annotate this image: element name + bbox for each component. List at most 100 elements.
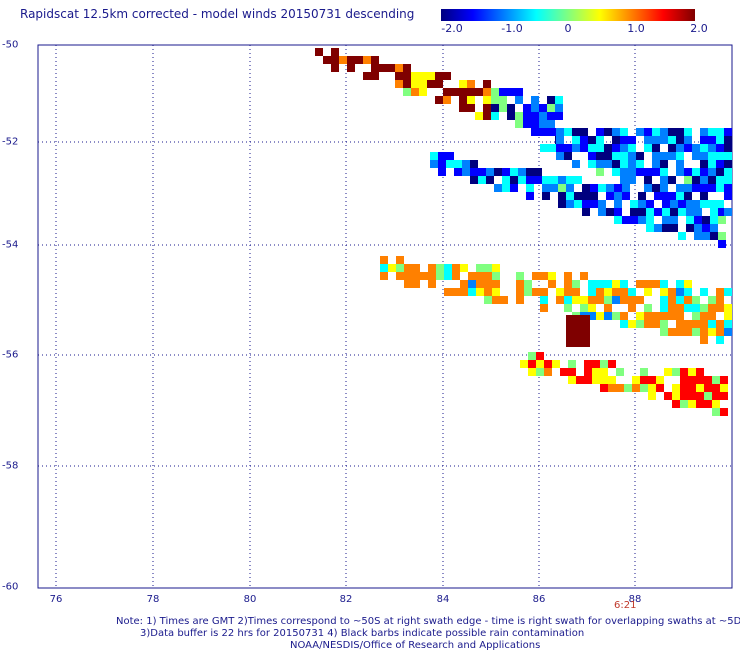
swath-cell	[459, 80, 467, 88]
swath-cell	[644, 320, 652, 328]
swath-cell	[716, 136, 724, 144]
swath-cell	[660, 160, 668, 168]
swath-cell	[380, 272, 388, 280]
swath-cell	[564, 288, 572, 296]
swath-cell	[652, 128, 660, 136]
swath-cell	[648, 376, 656, 384]
swath-cell	[692, 328, 700, 336]
swath-cell	[574, 192, 582, 200]
swath-cell	[668, 328, 676, 336]
swath-cell	[516, 288, 524, 296]
swath-cell	[676, 328, 684, 336]
swath-cell	[403, 88, 411, 96]
swath-cell	[596, 288, 604, 296]
swath-cell	[708, 144, 716, 152]
swath-cell	[644, 136, 652, 144]
swath-cell	[712, 384, 720, 392]
swath-cell	[612, 152, 620, 160]
swath-cell	[470, 176, 478, 184]
swath-cell	[547, 104, 555, 112]
swath-cell	[547, 96, 555, 104]
swath-cell	[660, 176, 668, 184]
swath-cell	[331, 48, 339, 56]
swath-cell	[688, 400, 696, 408]
swath-cell	[676, 184, 684, 192]
swath-cell	[515, 112, 523, 120]
note-line-3: NOAA/NESDIS/Office of Research and Appli…	[290, 640, 541, 651]
swath-cell	[716, 152, 724, 160]
swath-cell	[676, 192, 684, 200]
swath-cell	[438, 152, 446, 160]
swath-cell	[419, 72, 427, 80]
swath-cell	[568, 376, 576, 384]
swath-cell	[499, 96, 507, 104]
swath-cell	[572, 160, 580, 168]
swath-cell	[680, 368, 688, 376]
swath-cell	[628, 160, 636, 168]
swath-cell	[476, 288, 484, 296]
swath-cell	[515, 96, 523, 104]
swath-cell	[652, 152, 660, 160]
swath-cell	[459, 88, 467, 96]
swath-cell	[692, 320, 700, 328]
swath-cell	[436, 272, 444, 280]
swath-cell	[566, 176, 574, 184]
swath-cell	[628, 152, 636, 160]
swath-cell	[590, 200, 598, 208]
swath-cell	[492, 280, 500, 288]
swath-cell	[588, 304, 596, 312]
x-axis-label-86: 86	[532, 594, 546, 605]
swath-cell	[684, 328, 692, 336]
swath-cell	[654, 192, 662, 200]
swath-cell	[724, 328, 732, 336]
swath-cell	[411, 72, 419, 80]
swath-cell	[708, 128, 716, 136]
swath-cell	[564, 296, 572, 304]
swath-cell	[507, 104, 515, 112]
swath-cell	[686, 216, 694, 224]
swath-cell	[430, 152, 438, 160]
swath-cell	[507, 88, 515, 96]
swath-cell	[564, 128, 572, 136]
swath-cell	[696, 384, 704, 392]
swath-cell	[644, 184, 652, 192]
swath-cell	[331, 56, 339, 64]
swath-cell	[716, 296, 724, 304]
swath-cell	[628, 136, 636, 144]
swath-cell	[427, 80, 435, 88]
swath-cell	[574, 339, 582, 347]
swath-cell	[363, 72, 371, 80]
swath-cell	[483, 112, 491, 120]
swath-cell	[500, 296, 508, 304]
swath-cell	[568, 368, 576, 376]
swath-cell	[620, 128, 628, 136]
swath-cell	[547, 112, 555, 120]
swath-cell	[656, 384, 664, 392]
swath-cell	[724, 152, 732, 160]
swath-cell	[620, 144, 628, 152]
swath-cell	[716, 336, 724, 344]
swath-cell	[420, 272, 428, 280]
swath-cell	[539, 120, 547, 128]
swath-cell	[720, 392, 728, 400]
swath-cell	[640, 376, 648, 384]
swath-cell	[604, 288, 612, 296]
swath-cell	[468, 280, 476, 288]
swath-cell	[452, 264, 460, 272]
swath-cell	[600, 360, 608, 368]
x-axis-label-84: 84	[436, 594, 450, 605]
swath-cell	[640, 384, 648, 392]
swath-cell	[662, 208, 670, 216]
swath-cell	[646, 200, 654, 208]
swath-cell	[676, 304, 684, 312]
swath-cell	[572, 136, 580, 144]
swath-cell	[470, 160, 478, 168]
swath-cell	[694, 200, 702, 208]
swath-cell	[396, 264, 404, 272]
x-axis-label-76: 76	[49, 594, 63, 605]
swath-cell	[412, 264, 420, 272]
swath-cell	[572, 280, 580, 288]
swath-cell	[620, 136, 628, 144]
swath-cell	[708, 320, 716, 328]
swath-cell	[692, 296, 700, 304]
